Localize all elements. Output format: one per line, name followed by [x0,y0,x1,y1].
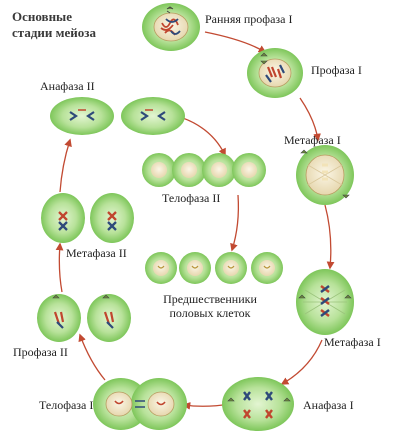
label-telophase-1: Телофаза I [39,398,94,412]
title-line-1: Основные [12,9,72,24]
cell-anaphase-2 [50,97,185,135]
label-anaphase-2: Анафаза II [40,79,95,93]
cells-gamete-precursors [145,252,283,284]
arrow-early-to-prophase1 [204,31,267,53]
gamete-precursors-line-2: половых клеток [169,306,251,320]
cell-telophase-2 [142,153,266,187]
cell-anaphase-1 [222,377,294,431]
cell-metaphase-1-top [296,145,354,205]
cell-prophase-1 [247,48,303,98]
label-anaphase-1: Анафаза I [303,398,354,412]
label-prophase-1: Профаза I [311,63,362,77]
cell-early-prophase-1 [142,3,200,51]
arrow-telophase1-to-prophase2 [78,333,106,381]
label-gamete-precursors: Предшественники половых клеток [145,292,275,320]
label-prophase-2: Профаза II [13,345,68,359]
label-metaphase-1-bottom: Метафаза I [324,335,381,349]
diagram-title: Основные стадии мейоза [12,9,96,41]
arrow-prophase2-to-metaphase2 [55,242,64,293]
label-telophase-2: Телофаза II [162,191,221,205]
label-early-prophase-1: Ранняя профаза I [205,12,293,26]
cycle-arrows [55,31,335,410]
label-metaphase-2: Метафаза II [66,246,127,260]
title-line-2: стадии мейоза [12,25,96,40]
arrow-metaphase1-to-metaphase1b [324,204,335,270]
arrow-metaphase2-to-anaphase2 [59,138,72,193]
cell-metaphase-1-bottom [296,269,354,335]
arrow-prophase1-to-metaphase1 [299,97,321,142]
cell-prophase-2 [37,294,131,342]
label-metaphase-1-top: Метафаза I [284,133,341,147]
cell-telophase-1 [93,378,187,430]
arrow-metaphase1b-to-anaphase1 [280,339,323,385]
cell-metaphase-2 [41,193,134,243]
arrow-telophase2-to-gametes [230,194,240,252]
gamete-precursors-line-1: Предшественники [163,292,257,306]
